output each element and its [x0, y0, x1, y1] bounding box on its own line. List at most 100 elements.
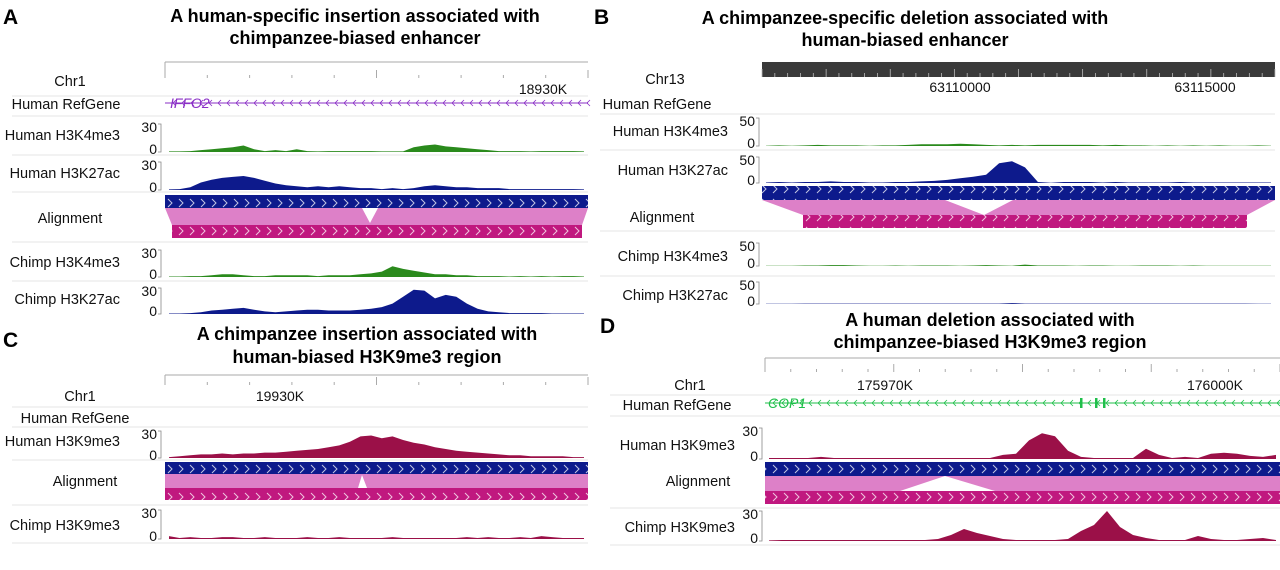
panel-title-line-2: human-biased H3K9me3 region	[232, 347, 501, 367]
strand-arrow-icon	[451, 99, 456, 107]
scale-bracket	[759, 510, 763, 542]
strand-arrow-icon	[997, 399, 1002, 407]
scale-bracket	[756, 242, 760, 267]
track-scale-min: 0	[149, 141, 157, 157]
alignment-label: Alignment	[53, 474, 117, 490]
strand-arrow-icon	[1006, 399, 1011, 407]
panel-c: C A chimpanzee insertion associated with h…	[3, 324, 589, 544]
chromosome-ruler: 63110000 63115000	[761, 62, 1276, 95]
panel-title-line-2: chimpanzee-biased enhancer	[229, 28, 480, 48]
track-scale-min: 0	[149, 179, 157, 195]
signal-area	[766, 303, 1271, 304]
panel-letter: B	[594, 6, 609, 29]
strand-arrow-icon	[1051, 399, 1056, 407]
strand-arrow-icon	[1186, 399, 1191, 407]
signal-area	[766, 143, 1271, 146]
strand-arrow-icon	[772, 399, 777, 407]
strand-arrow-icon	[1276, 399, 1280, 407]
signal-area	[169, 536, 584, 539]
strand-arrow-icon	[352, 99, 357, 107]
signal-area	[769, 511, 1276, 541]
chromosome-ruler: 19930K	[164, 374, 589, 404]
strand-arrow-icon	[199, 99, 204, 107]
panel-letter: D	[600, 315, 615, 338]
strand-arrow-icon	[1267, 399, 1272, 407]
strand-arrow-icon	[1024, 399, 1029, 407]
strand-arrow-icon	[244, 99, 249, 107]
signal-area	[169, 289, 584, 314]
track-label: Human H3K9me3	[5, 434, 120, 450]
strand-arrow-icon	[1258, 399, 1263, 407]
alignment-label: Alignment	[666, 474, 730, 490]
track-scale-min: 0	[149, 447, 157, 463]
strand-arrow-icon	[370, 99, 375, 107]
strand-arrow-icon	[853, 399, 858, 407]
signal-track: Human H3K9me3 30 0	[5, 426, 584, 463]
scale-bracket	[756, 117, 760, 147]
gene-model: COP1	[765, 395, 1280, 411]
alignment-track: Alignment	[630, 186, 1275, 228]
track-scale-max: 30	[141, 245, 157, 261]
strand-arrow-icon	[988, 399, 993, 407]
strand-arrow-icon	[889, 399, 894, 407]
strand-arrow-icon	[844, 399, 849, 407]
strand-arrow-icon	[217, 99, 222, 107]
strand-arrow-icon	[1060, 399, 1065, 407]
strand-arrow-icon	[871, 399, 876, 407]
strand-chevrons-icon	[803, 215, 1247, 228]
strand-arrow-icon	[586, 99, 591, 107]
alignment-track: Alignment	[666, 462, 1280, 504]
track-scale-min: 0	[747, 293, 755, 309]
strand-arrow-icon	[235, 99, 240, 107]
signal-area	[766, 264, 1271, 266]
scale-bracket	[158, 249, 162, 278]
indel-gap	[362, 208, 378, 223]
signal-area	[169, 144, 584, 152]
gene-name: IFFO2	[170, 95, 210, 111]
strand-chevrons-icon	[165, 462, 588, 474]
strand-arrow-icon	[298, 99, 303, 107]
signal-track: Human H3K27ac 30 0	[10, 157, 584, 195]
strand-arrow-icon	[1015, 399, 1020, 407]
strand-arrow-icon	[460, 99, 465, 107]
strand-arrow-icon	[1213, 399, 1218, 407]
strand-arrow-icon	[952, 399, 957, 407]
strand-arrow-icon	[961, 399, 966, 407]
indel-gap	[945, 200, 1013, 215]
strand-arrow-icon	[541, 99, 546, 107]
track-scale-max: 50	[739, 277, 755, 293]
strand-arrow-icon	[577, 99, 582, 107]
ruler-label: 176000K	[1187, 377, 1244, 393]
strand-arrow-icon	[208, 99, 213, 107]
track-scale-min: 0	[747, 255, 755, 271]
strand-arrow-icon	[1222, 399, 1227, 407]
strand-arrow-icon	[907, 399, 912, 407]
strand-arrow-icon	[253, 99, 258, 107]
strand-arrow-icon	[388, 99, 393, 107]
ruler-label: 63110000	[929, 79, 990, 95]
refgene-label: Human RefGene	[12, 97, 121, 113]
track-label: Chimp H3K4me3	[10, 255, 120, 271]
strand-arrow-icon	[790, 399, 795, 407]
chrom-label: Chr13	[645, 72, 685, 88]
strand-chevrons-icon	[165, 488, 588, 500]
track-scale-min: 0	[747, 172, 755, 188]
strand-arrow-icon	[514, 99, 519, 107]
strand-arrow-icon	[469, 99, 474, 107]
scale-bracket	[158, 430, 162, 459]
track-scale-min: 0	[149, 528, 157, 544]
track-scale-max: 30	[141, 283, 157, 299]
track-label: Human H3K4me3	[5, 128, 120, 144]
track-label: Chimp H3K4me3	[618, 249, 728, 265]
strand-arrow-icon	[496, 99, 501, 107]
alignment-link	[765, 476, 1280, 491]
strand-arrow-icon	[1204, 399, 1209, 407]
signal-area	[769, 433, 1276, 459]
strand-arrow-icon	[898, 399, 903, 407]
track-label: Chimp H3K27ac	[622, 288, 728, 304]
strand-arrow-icon	[316, 99, 321, 107]
strand-arrow-icon	[181, 99, 186, 107]
alignment-track: Alignment	[53, 462, 588, 500]
strand-chevrons-icon	[165, 195, 588, 208]
track-scale-min: 0	[750, 530, 758, 546]
